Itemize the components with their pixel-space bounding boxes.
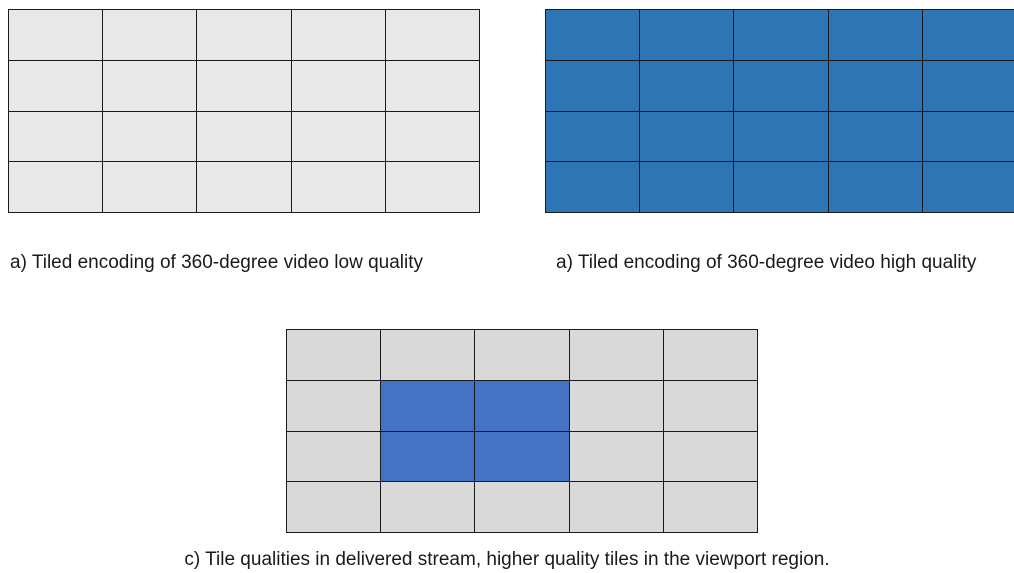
high-quality-tile: [828, 60, 923, 112]
delivered-tile: [663, 431, 758, 483]
delivered-tile: [381, 431, 476, 483]
low-quality-tile: [9, 162, 104, 213]
high-quality-caption: a) Tiled encoding of 360-degree video hi…: [556, 252, 977, 273]
high-quality-tile: [734, 162, 829, 213]
low-quality-tile: [103, 10, 198, 61]
delivered-tile: [381, 482, 476, 533]
low-quality-tile: [103, 60, 198, 112]
delivered-tile: [569, 330, 664, 381]
delivered-tile: [663, 482, 758, 533]
high-quality-tile: [828, 162, 923, 213]
delivered-tile: [475, 431, 570, 483]
high-quality-tile: [734, 111, 829, 163]
high-quality-tile: [828, 111, 923, 163]
delivered-tile: [381, 380, 476, 432]
low-quality-tile: [291, 60, 386, 112]
high-quality-tile: [546, 10, 641, 61]
high-quality-tile: [640, 111, 735, 163]
delivered-tile: [663, 380, 758, 432]
delivered-tile: [287, 431, 382, 483]
delivered-tile: [475, 330, 570, 381]
high-quality-tile: [734, 10, 829, 61]
delivered-tile: [569, 431, 664, 483]
delivered-tile: [381, 330, 476, 381]
low-quality-tile: [385, 111, 480, 163]
delivered-tile: [569, 380, 664, 432]
high-quality-tile: [640, 10, 735, 61]
high-quality-tile: [922, 162, 1014, 213]
delivered-tile: [287, 482, 382, 533]
high-quality-tile: [734, 60, 829, 112]
delivered-tile: [569, 482, 664, 533]
low-quality-tile: [385, 60, 480, 112]
delivered-tile: [287, 330, 382, 381]
high-quality-tile: [922, 60, 1014, 112]
low-quality-tile: [197, 111, 292, 163]
low-quality-tile: [385, 10, 480, 61]
low-quality-tile: [103, 162, 198, 213]
delivered-stream-tile-grid: [286, 329, 758, 533]
high-quality-tile-grid: [545, 9, 1014, 213]
high-quality-tile: [640, 60, 735, 112]
high-quality-tile: [546, 111, 641, 163]
low-quality-tile: [9, 111, 104, 163]
high-quality-tile: [546, 60, 641, 112]
low-quality-tile-grid: [8, 9, 480, 213]
delivered-tile: [475, 482, 570, 533]
low-quality-tile: [9, 60, 104, 112]
high-quality-tile: [922, 10, 1014, 61]
high-quality-tile: [828, 10, 923, 61]
delivered-tile: [475, 380, 570, 432]
delivered-stream-caption: c) Tile qualities in delivered stream, h…: [184, 549, 830, 570]
delivered-tile: [287, 380, 382, 432]
low-quality-caption: a) Tiled encoding of 360-degree video lo…: [10, 252, 423, 273]
low-quality-tile: [197, 60, 292, 112]
low-quality-tile: [385, 162, 480, 213]
high-quality-tile: [922, 111, 1014, 163]
low-quality-tile: [291, 162, 386, 213]
low-quality-tile: [9, 10, 104, 61]
low-quality-tile: [197, 162, 292, 213]
delivered-tile: [663, 330, 758, 381]
low-quality-tile: [291, 111, 386, 163]
low-quality-tile: [291, 10, 386, 61]
low-quality-tile: [103, 111, 198, 163]
low-quality-tile: [197, 10, 292, 61]
high-quality-tile: [640, 162, 735, 213]
high-quality-tile: [546, 162, 641, 213]
